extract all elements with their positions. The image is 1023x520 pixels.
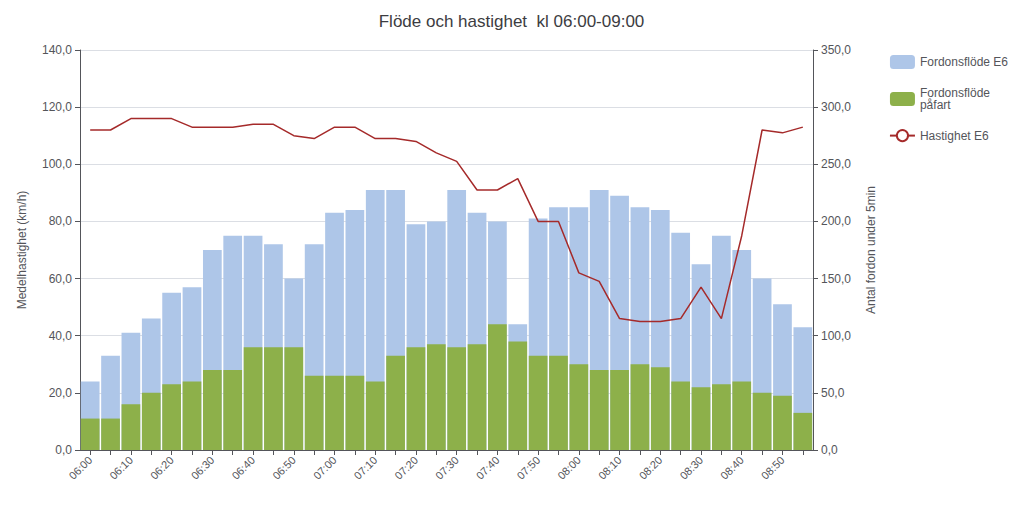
- svg-text:150,0: 150,0: [821, 272, 851, 286]
- svg-text:Antal fordon under 5min: Antal fordon under 5min: [864, 186, 878, 314]
- svg-text:0,0: 0,0: [55, 443, 72, 457]
- svg-text:350,0: 350,0: [821, 43, 851, 57]
- svg-text:200,0: 200,0: [821, 214, 851, 228]
- svg-text:06:40: 06:40: [229, 454, 257, 482]
- svg-text:08:50: 08:50: [759, 454, 787, 482]
- svg-text:Flöde och hastighet kl 06:00-: Flöde och hastighet kl 06:00-09:00: [379, 12, 645, 31]
- svg-text:140,0: 140,0: [42, 43, 72, 57]
- svg-text:06:30: 06:30: [189, 454, 217, 482]
- svg-text:Fordonsflöde E6: Fordonsflöde E6: [920, 55, 1008, 69]
- svg-text:Hastighet E6: Hastighet E6: [920, 129, 989, 143]
- svg-text:08:10: 08:10: [596, 454, 624, 482]
- svg-text:20,0: 20,0: [49, 386, 73, 400]
- svg-text:08:20: 08:20: [637, 454, 665, 482]
- svg-text:06:20: 06:20: [148, 454, 176, 482]
- svg-text:07:50: 07:50: [514, 454, 542, 482]
- svg-text:07:30: 07:30: [433, 454, 461, 482]
- svg-text:100,0: 100,0: [821, 329, 851, 343]
- svg-text:08:00: 08:00: [555, 454, 583, 482]
- svg-text:07:10: 07:10: [352, 454, 380, 482]
- svg-text:120,0: 120,0: [42, 100, 72, 114]
- svg-text:Fordonsflöde: Fordonsflöde: [919, 86, 990, 100]
- svg-text:07:20: 07:20: [392, 454, 420, 482]
- svg-text:08:40: 08:40: [718, 454, 746, 482]
- svg-text:0,0: 0,0: [821, 443, 838, 457]
- svg-text:50,0: 50,0: [821, 386, 845, 400]
- svg-text:06:00: 06:00: [66, 454, 94, 482]
- svg-text:80,0: 80,0: [49, 214, 73, 228]
- svg-text:påfart: påfart: [920, 98, 951, 112]
- svg-text:100,0: 100,0: [42, 157, 72, 171]
- svg-text:60,0: 60,0: [49, 272, 73, 286]
- svg-text:06:50: 06:50: [270, 454, 298, 482]
- svg-text:300,0: 300,0: [821, 100, 851, 114]
- svg-text:06:10: 06:10: [107, 454, 135, 482]
- svg-text:40,0: 40,0: [49, 329, 73, 343]
- svg-text:08:30: 08:30: [677, 454, 705, 482]
- svg-text:250,0: 250,0: [821, 157, 851, 171]
- svg-text:07:40: 07:40: [474, 454, 502, 482]
- svg-text:Medelhastighet (km/h): Medelhastighet (km/h): [15, 191, 29, 310]
- svg-text:07:00: 07:00: [311, 454, 339, 482]
